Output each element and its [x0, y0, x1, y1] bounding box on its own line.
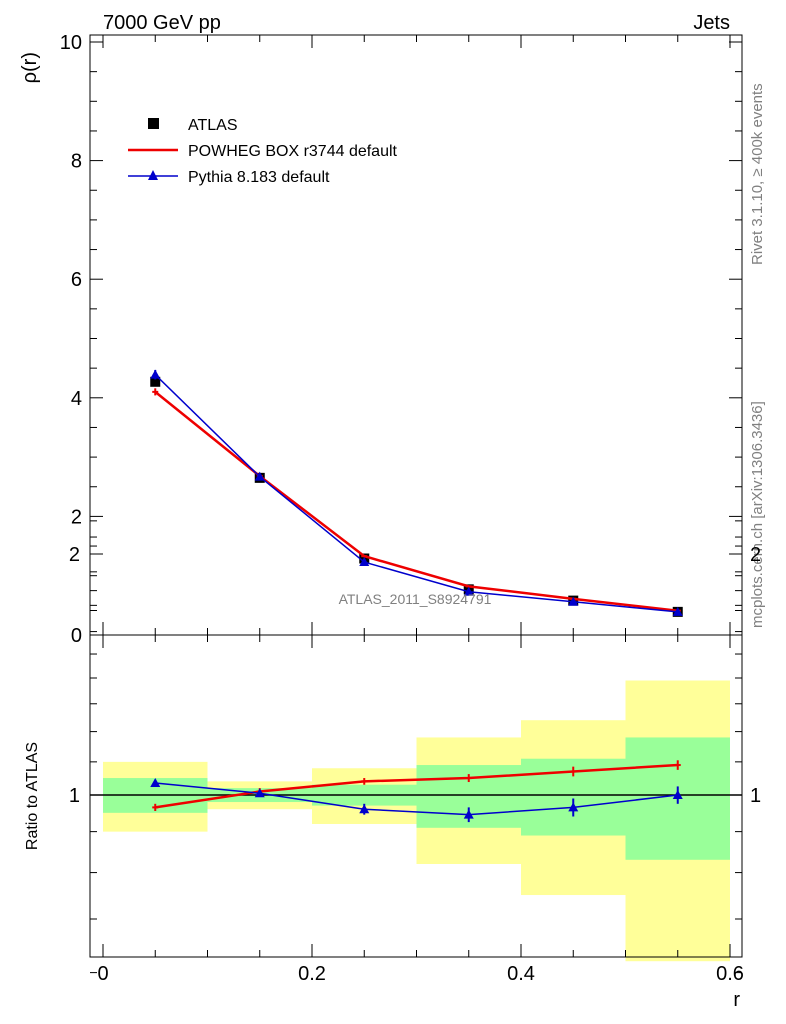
main-y-tick-label: 10	[60, 32, 82, 54]
ratio-powheg-box-r3744-default-line	[155, 763, 678, 809]
powheg-box-r3744-default-line	[154, 390, 678, 612]
analysis-watermark: ATLAS_2011_S8924791	[339, 591, 492, 607]
mcplots-label: mcplots.cern.ch [arXiv:1306.3436]	[749, 401, 766, 628]
ratio-pythia-8-183-default-point	[672, 790, 683, 799]
main-y-tick-label: 4	[71, 388, 82, 410]
legend-powheg-box-r3744-default-label: POWHEG BOX r3744 default	[188, 143, 398, 160]
pythia-8-183-default-line	[154, 374, 678, 613]
rivet-label: Rivet 3.1.10, ≥ 400k events	[749, 83, 766, 265]
ratio-pythia-8-183-default-point	[359, 804, 370, 814]
legend-pythia-8-183-default-marker	[148, 170, 158, 180]
ratio-y-tick-label-right: 1	[750, 785, 761, 807]
ratio-pythia-8-183-default-line	[155, 782, 678, 816]
pythia-8-183-default-point	[150, 369, 161, 379]
main-y-tick-label: 0	[71, 625, 82, 647]
ratio-x-tick-label: 0.6	[716, 963, 744, 985]
main-y-tick-label: 6	[71, 269, 82, 291]
legend-atlas-marker	[148, 118, 159, 129]
legend-pythia-8-183-default-label: Pythia 8.183 default	[188, 169, 330, 186]
pythia-8-183-default-point	[254, 471, 265, 481]
ratio-x-tick-label: 0.4	[507, 963, 535, 985]
main-panel: 0 2 4 6 8 10 ρ(r) ATLAS POWHEG BOX r3744 default…	[19, 32, 743, 647]
atlas-point	[150, 376, 161, 387]
pythia-8-183-default-point	[672, 606, 683, 616]
header-right-title: Jets	[693, 12, 730, 34]
ratio-x-tick-label: 0	[97, 963, 108, 985]
pythia-8-183-default-point	[568, 596, 579, 606]
ratio-x-tick-label: 0.2	[298, 963, 326, 985]
pythia-8-183-default-point	[359, 557, 370, 567]
ratio-pythia-8-183-default-point	[150, 778, 161, 788]
ratio-y-tick-label-right: 2	[750, 544, 761, 566]
main-y-axis-label: ρ(r)	[19, 52, 41, 83]
ratio-pythia-8-183-default-point	[568, 802, 579, 812]
pythia-8-183-default-point	[463, 586, 474, 596]
main-y-tick-label: 8	[71, 151, 82, 173]
ratio-pythia-8-183-default-point	[463, 809, 474, 819]
ratio-y-tick-label: 1	[69, 785, 80, 807]
ratio-y-tick-label: 2	[69, 544, 80, 566]
header-left-title: 7000 GeV pp	[103, 12, 221, 34]
ratio-y-axis-label: Ratio to ATLAS	[24, 742, 41, 850]
ratio-x-axis-label: r	[733, 989, 740, 1011]
legend-atlas-label: ATLAS	[188, 117, 238, 134]
ratio-pythia-8-183-default-point	[254, 788, 265, 798]
main-y-tick-label: 2	[71, 506, 82, 528]
